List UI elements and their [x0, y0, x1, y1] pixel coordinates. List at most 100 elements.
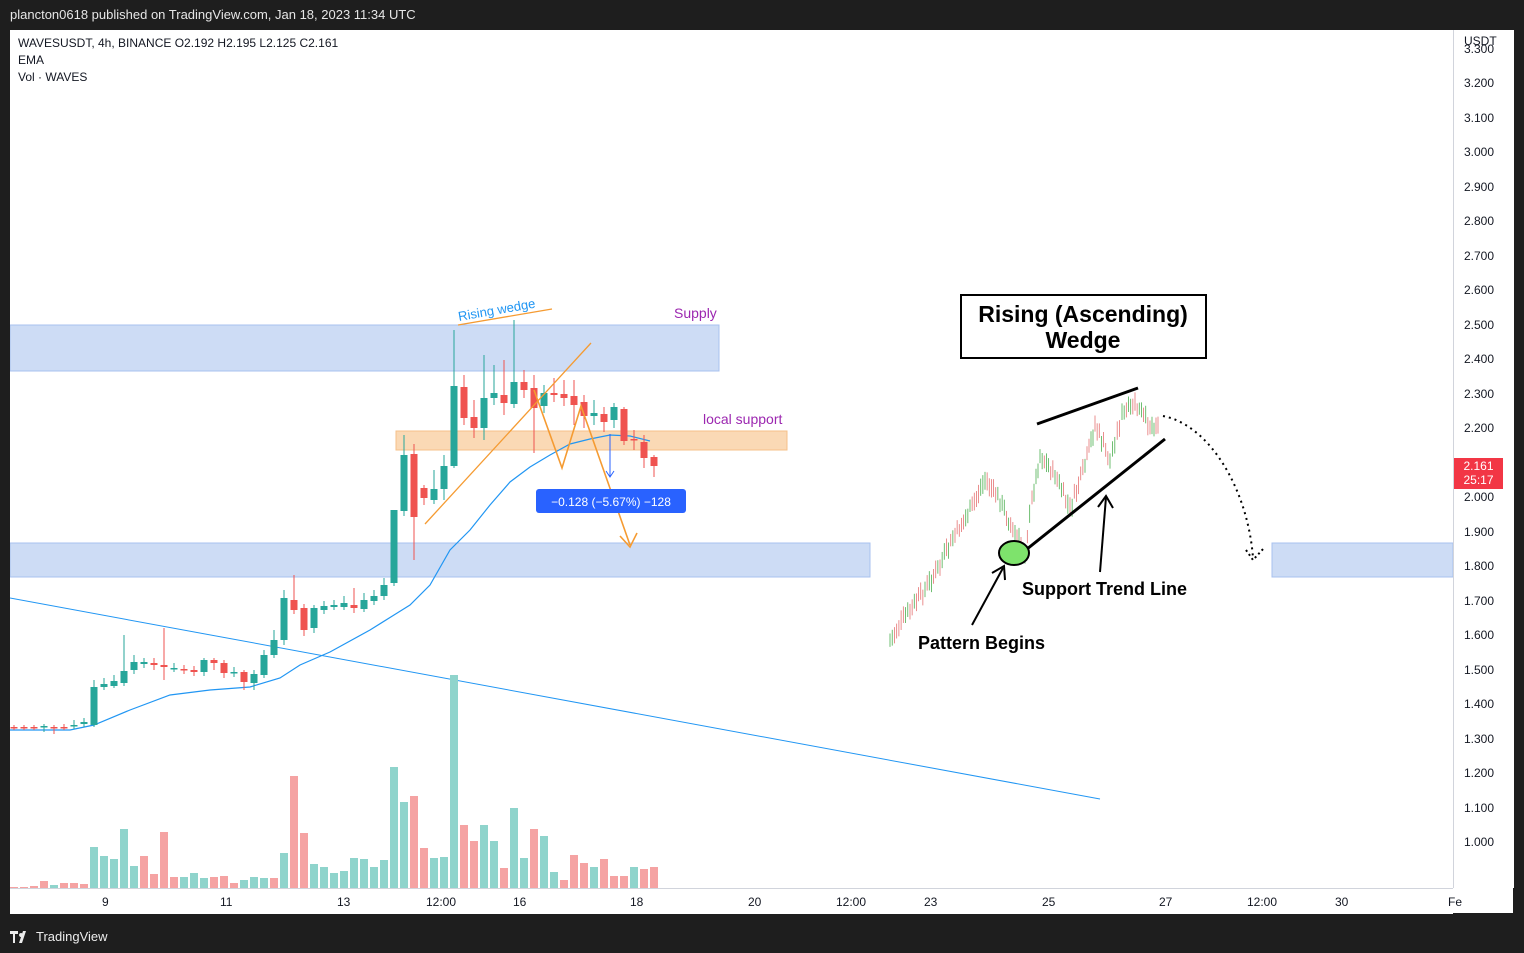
pattern-begins-arrowhead	[991, 564, 1006, 581]
candle-body	[170, 668, 178, 670]
wedge-title-line2: Wedge	[1046, 327, 1121, 353]
volume-bar	[530, 829, 538, 888]
last-price: 2.161	[1463, 459, 1494, 473]
candle-body	[140, 662, 148, 664]
volume-bar	[420, 848, 428, 888]
ema-legend[interactable]: EMA	[18, 53, 45, 67]
candle-body	[230, 672, 238, 674]
candle-body	[30, 727, 38, 729]
volume-bar	[270, 878, 278, 888]
candle-body	[100, 684, 108, 687]
volume-legend[interactable]: Vol · WAVES	[18, 70, 88, 84]
candle-body	[10, 727, 18, 729]
volume-bar	[510, 808, 518, 888]
time-tick-label: 12:00	[836, 895, 867, 909]
volume-bar	[50, 885, 58, 888]
tradingview-logo-icon	[10, 931, 26, 943]
supply-label[interactable]: Supply	[674, 305, 717, 321]
volume-bar	[210, 877, 218, 888]
volume-bar	[140, 856, 148, 888]
volume-bar	[200, 878, 208, 888]
volume-bar	[630, 867, 638, 888]
local-support-label[interactable]: local support	[703, 411, 782, 427]
candle-body	[490, 393, 498, 398]
wedge-lower-line[interactable]	[424, 342, 592, 525]
volume-bar	[650, 867, 658, 888]
candle-body	[340, 603, 348, 607]
volume-bar	[230, 883, 238, 888]
candle-body	[390, 510, 398, 583]
volume-bar	[320, 867, 328, 888]
publisher-info: plancton0618 published on TradingView.co…	[10, 7, 416, 22]
price-tick-label: 1.500	[1464, 663, 1495, 677]
chart-canvas[interactable]: Rising wedge Supply local support −0.128…	[10, 30, 1513, 913]
candle-body	[250, 674, 258, 683]
candle-body	[600, 414, 608, 422]
support-trend-arrow	[1099, 496, 1107, 573]
candle-body	[440, 466, 448, 489]
demand-zone	[10, 542, 871, 578]
price-tick-label: 1.700	[1464, 594, 1495, 608]
wedge-title-line1: Rising (Ascending)	[978, 301, 1188, 327]
price-tick-label: 1.300	[1464, 732, 1495, 746]
measure-text: −0.128 (−5.67%) −128	[551, 495, 671, 509]
candle-body	[220, 663, 228, 673]
chart-svg[interactable]: Rising wedge Supply local support −0.128…	[10, 30, 1513, 913]
candle-body	[160, 665, 168, 667]
candle-body	[640, 442, 648, 458]
rising-wedge-label[interactable]: Rising wedge	[457, 296, 536, 324]
footer-brand[interactable]: TradingView	[10, 925, 108, 949]
candle-body	[410, 454, 418, 517]
volume-bars	[10, 675, 658, 888]
wedge-title-box	[960, 294, 1207, 359]
volume-bar	[640, 869, 648, 888]
candle-body	[240, 672, 248, 682]
volume-bar	[400, 802, 408, 888]
candles	[10, 320, 658, 734]
candle-body	[90, 687, 98, 725]
volume-bar	[310, 864, 318, 888]
volume-bar	[490, 841, 498, 888]
symbol-ohlc[interactable]: WAVESUSDT, 4h, BINANCE O2.192 H2.195 L2.…	[18, 36, 339, 50]
volume-bar	[370, 867, 378, 888]
currency-label: USDT	[1464, 34, 1497, 48]
volume-bar	[100, 856, 108, 888]
volume-bar	[440, 857, 448, 888]
volume-bar	[160, 832, 168, 888]
candle-body	[190, 670, 198, 672]
descending-trendline[interactable]	[10, 597, 1101, 800]
volume-bar	[550, 872, 558, 888]
projection-path[interactable]	[533, 389, 631, 546]
volume-bar	[430, 858, 438, 888]
volume-bar	[620, 876, 628, 888]
candle-body	[580, 402, 588, 416]
time-axis[interactable]: 9 11 13 12:00 16 18 20 12:00 23 25 27 12:00 30 Fe	[10, 888, 1462, 914]
price-tick-label: 2.400	[1464, 352, 1495, 366]
time-tick-label: 13	[337, 895, 351, 909]
price-tick-label: 3.200	[1464, 76, 1495, 90]
volume-bar	[300, 833, 308, 888]
chart-legend: WAVESUSDT, 4h, BINANCE O2.192 H2.195 L2.…	[18, 35, 338, 86]
volume-bar	[260, 878, 268, 888]
measure-badge[interactable]	[536, 489, 686, 513]
candle-body	[260, 655, 268, 675]
bar-countdown: 25:17	[1463, 473, 1494, 487]
volume-bar	[590, 867, 598, 888]
candle-body	[60, 727, 68, 729]
price-tick-label: 1.000	[1464, 835, 1495, 849]
time-tick-label: 30	[1335, 895, 1349, 909]
time-tick-label: 27	[1159, 895, 1173, 909]
price-tick-label: 2.300	[1464, 387, 1495, 401]
pattern-begins-label: Pattern Begins	[918, 633, 1045, 653]
volume-bar	[600, 859, 608, 888]
price-tick-label: 1.600	[1464, 628, 1495, 642]
volume-bar	[560, 880, 568, 888]
volume-bar	[20, 887, 28, 888]
price-tick-label: 3.100	[1464, 111, 1495, 125]
time-tick-label: 9	[102, 895, 109, 909]
projection-arrowhead	[619, 532, 638, 549]
volume-bar	[80, 884, 88, 888]
candle-body	[530, 388, 538, 408]
wedge-upper-line[interactable]	[457, 308, 553, 326]
candle-body	[450, 386, 458, 466]
